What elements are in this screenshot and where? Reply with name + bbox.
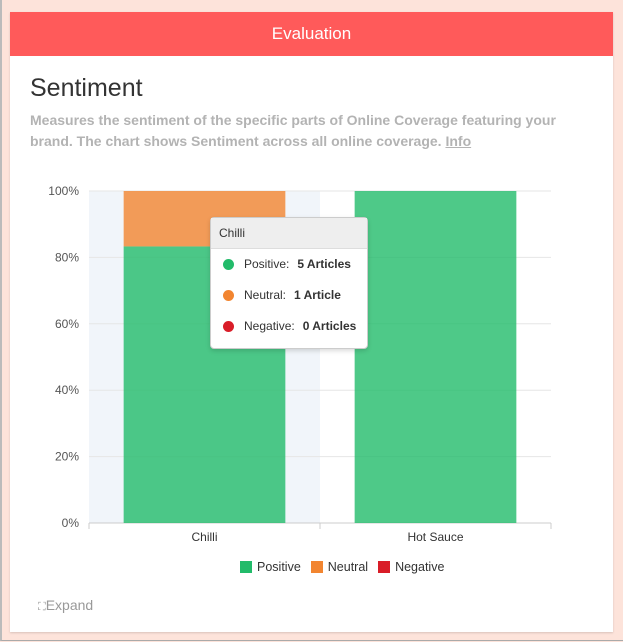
- section-title: Sentiment: [30, 74, 143, 102]
- y-tick-label: 40%: [55, 383, 79, 397]
- tooltip-title: Chilli: [211, 218, 367, 249]
- chart-legend: Positive Neutral Negative: [240, 560, 454, 574]
- y-tick-label: 100%: [48, 184, 79, 198]
- y-tick-label: 20%: [55, 450, 79, 464]
- card-header: Evaluation: [10, 12, 613, 56]
- description-text: Measures the sentiment of the specific p…: [30, 112, 556, 149]
- y-tick-label: 80%: [55, 250, 79, 264]
- x-tick-label: Hot Sauce: [407, 530, 463, 544]
- expand-label: Expand: [45, 597, 94, 613]
- tooltip-value: 1 Article: [294, 288, 341, 302]
- tooltip-value: 0 Articles: [302, 319, 357, 333]
- tooltip-label: Positive:: [244, 257, 290, 271]
- legend-label: Positive: [257, 560, 301, 574]
- negative-dot-icon: [223, 321, 234, 332]
- expand-button[interactable]: ⛶Expand: [38, 597, 93, 614]
- bar-positive: [354, 191, 517, 523]
- expand-icon: ⛶: [38, 601, 46, 613]
- legend-item-positive[interactable]: Positive: [240, 560, 301, 574]
- positive-dot-icon: [223, 259, 234, 270]
- neutral-dot-icon: [223, 290, 234, 301]
- section-description: Measures the sentiment of the specific p…: [30, 110, 600, 152]
- tooltip-label: Negative:: [244, 319, 295, 333]
- tooltip-row-negative: Negative: 0 Articles: [211, 311, 367, 342]
- y-tick-label: 60%: [55, 317, 79, 331]
- tooltip-value: 5 Articles: [297, 257, 351, 271]
- y-tick-label: 0%: [62, 516, 80, 530]
- legend-item-negative[interactable]: Negative: [378, 560, 444, 574]
- tooltip-label: Neutral:: [244, 288, 287, 302]
- info-link[interactable]: Info: [445, 133, 472, 149]
- tooltip-row-positive: Positive: 5 Articles: [211, 249, 367, 280]
- legend-label: Neutral: [327, 560, 369, 574]
- legend-label: Negative: [395, 560, 445, 574]
- legend-item-neutral[interactable]: Neutral: [310, 560, 369, 574]
- x-tick-label: Chilli: [191, 530, 217, 544]
- tooltip-row-neutral: Neutral: 1 Article: [211, 280, 367, 311]
- chart-tooltip: Chilli Positive: 5 Articles Neutral: 1 Art…: [210, 217, 368, 349]
